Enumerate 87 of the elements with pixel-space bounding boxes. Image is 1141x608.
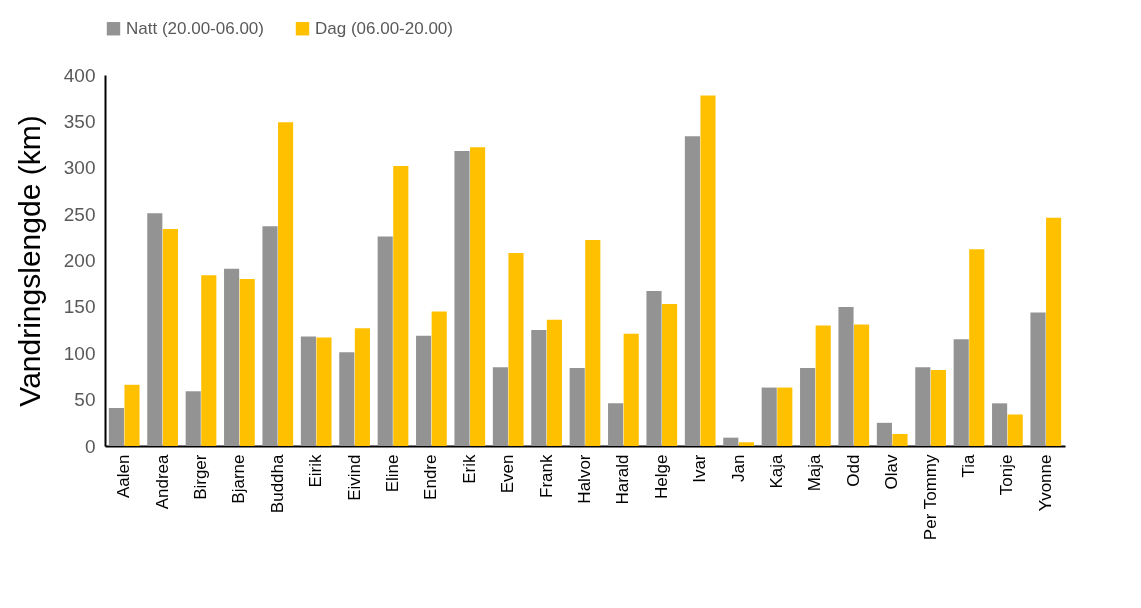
- bar: [800, 368, 816, 446]
- bar: [700, 95, 716, 446]
- x-tick-label: Olav: [882, 454, 902, 490]
- x-tick-label: Erik: [459, 454, 479, 484]
- x-tick-label: Aalen: [114, 454, 134, 498]
- x-tick-label: Eivind: [344, 454, 364, 501]
- x-tick-label: Odd: [843, 454, 863, 487]
- bar: [316, 337, 332, 446]
- x-tick-label: Maja: [805, 453, 825, 492]
- y-tick-label: 200: [63, 250, 96, 271]
- bar: [393, 165, 409, 446]
- bar: [969, 249, 985, 446]
- bar: [108, 407, 124, 446]
- x-tick-label: Halvor: [575, 454, 594, 504]
- bar: [876, 422, 892, 446]
- x-tick-label: Kaja: [767, 453, 786, 489]
- bar: [1030, 312, 1046, 446]
- y-tick-label: 350: [63, 110, 96, 132]
- bar: [1046, 217, 1062, 446]
- bar: [569, 368, 585, 446]
- y-axis-title: Vandringslengde (km): [12, 115, 46, 407]
- bar: [201, 275, 217, 446]
- bar: [915, 367, 931, 446]
- bar: [723, 437, 739, 446]
- x-tick-label: Per Tommy: [920, 454, 940, 541]
- bar: [416, 335, 432, 446]
- x-tick-label: Birger: [191, 454, 210, 500]
- bar: [854, 324, 870, 446]
- bar: [508, 253, 524, 446]
- bar: [892, 433, 908, 446]
- x-tick-label: Eline: [383, 454, 402, 493]
- bar: [585, 240, 601, 446]
- bar: [339, 352, 355, 446]
- bar: [454, 151, 470, 446]
- bar: [608, 403, 624, 446]
- x-tick-label: Buddha: [267, 453, 287, 514]
- x-tick-label: Bjarne: [229, 454, 249, 504]
- y-tick-label: 50: [74, 389, 96, 411]
- bar: [278, 122, 294, 446]
- bar: [738, 442, 754, 446]
- bar: [492, 367, 508, 446]
- bar: [953, 339, 969, 446]
- bar: [224, 268, 240, 446]
- bar: [262, 226, 278, 446]
- bar: [992, 403, 1008, 446]
- x-tick-label: Endre: [421, 454, 441, 500]
- x-tick-label: Even: [498, 454, 518, 494]
- x-tick-label: Jan: [728, 454, 748, 482]
- y-tick-label: 400: [63, 64, 96, 86]
- bar: [147, 213, 163, 446]
- bar: [185, 391, 201, 446]
- y-tick-label: 0: [84, 435, 96, 457]
- bar: [354, 328, 370, 446]
- y-tick-label: 100: [63, 342, 96, 364]
- x-tick-label: Ivar: [690, 454, 710, 483]
- bar: [761, 387, 777, 446]
- bar: [162, 228, 178, 446]
- y-tick-label: 300: [63, 157, 96, 179]
- x-tick-label: Helge: [651, 454, 671, 499]
- legend-label: Dag (06.00-20.00): [315, 18, 453, 38]
- bar: [431, 311, 447, 446]
- x-tick-label: Tonje: [997, 454, 1017, 496]
- bar: [815, 325, 831, 446]
- bar: [1007, 414, 1023, 446]
- bar: [531, 330, 547, 446]
- x-tick-label: Andrea: [152, 453, 172, 510]
- x-tick-label: Yvonne: [1035, 454, 1055, 512]
- bar: [470, 147, 486, 446]
- bar: [662, 304, 678, 446]
- x-tick-label: Tia: [959, 453, 978, 478]
- y-tick-label: 150: [63, 296, 96, 318]
- bar: [684, 136, 700, 446]
- legend-label: Natt (20.00-06.00): [126, 18, 264, 38]
- x-tick-label: Eirik: [306, 454, 326, 488]
- bar: [377, 236, 393, 446]
- bar: [838, 306, 854, 446]
- x-tick-label: Frank: [536, 454, 556, 498]
- bar: [777, 387, 793, 446]
- bar: [300, 336, 316, 446]
- y-tick-label: 250: [63, 203, 96, 225]
- bar: [239, 279, 255, 446]
- x-tick-label: Harald: [613, 454, 633, 505]
- bar: [124, 384, 140, 446]
- bar: [646, 291, 662, 446]
- bar: [623, 333, 639, 446]
- bar: [546, 319, 562, 446]
- bar: [930, 369, 946, 446]
